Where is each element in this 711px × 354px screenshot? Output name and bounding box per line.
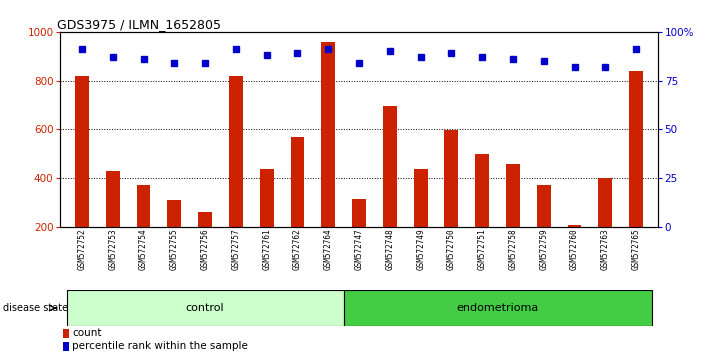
Bar [63,342,69,350]
Bar [198,212,212,227]
Text: count: count [73,328,102,338]
Text: percentile rank within the sample: percentile rank within the sample [73,341,248,352]
Bar [63,329,69,338]
Text: GSM572755: GSM572755 [170,228,179,270]
Text: GSM572760: GSM572760 [570,228,579,270]
Bar [506,165,520,227]
Text: GSM572763: GSM572763 [601,228,610,270]
Bar [383,106,397,227]
Text: GSM572753: GSM572753 [108,228,117,270]
Bar [260,169,274,227]
Bar [167,200,181,227]
Bar [67,290,343,326]
Text: GSM572751: GSM572751 [478,228,487,270]
Text: GSM572758: GSM572758 [508,228,518,270]
Text: disease state: disease state [3,303,68,313]
Bar [414,169,427,227]
Bar [291,137,304,227]
Bar [444,130,459,227]
Bar [137,185,151,227]
Text: GSM572750: GSM572750 [447,228,456,270]
Bar [537,185,551,227]
Bar [352,199,366,227]
Text: GSM572747: GSM572747 [355,228,363,270]
Bar [599,178,612,227]
Text: endometrioma: endometrioma [456,303,539,313]
Bar [229,76,243,227]
Text: GSM572762: GSM572762 [293,228,302,270]
Text: GSM572761: GSM572761 [262,228,271,270]
Text: GDS3975 / ILMN_1652805: GDS3975 / ILMN_1652805 [58,18,221,31]
Bar [75,76,89,227]
Text: GSM572764: GSM572764 [324,228,333,270]
Text: GSM572752: GSM572752 [77,228,87,270]
Bar [106,171,119,227]
Text: GSM572748: GSM572748 [385,228,395,270]
Bar [321,42,335,227]
Bar [475,154,489,227]
Text: GSM572759: GSM572759 [539,228,548,270]
Bar [343,290,651,326]
Text: GSM572765: GSM572765 [631,228,641,270]
Text: GSM572757: GSM572757 [231,228,240,270]
Text: control: control [186,303,225,313]
Bar [567,225,582,227]
Text: GSM572756: GSM572756 [201,228,210,270]
Text: GSM572754: GSM572754 [139,228,148,270]
Text: GSM572749: GSM572749 [416,228,425,270]
Bar [629,71,643,227]
